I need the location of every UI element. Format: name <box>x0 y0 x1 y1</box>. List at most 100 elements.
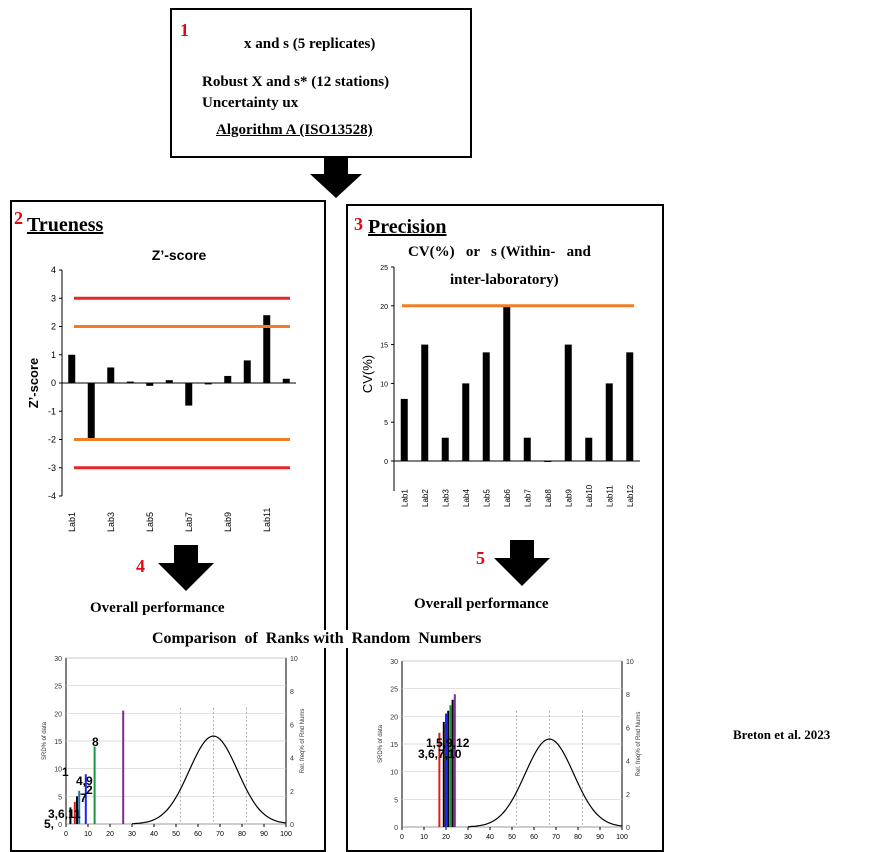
chart-title: Z’-score <box>152 247 207 263</box>
step-number-4: 4 <box>136 556 145 576</box>
x-tick-label: Lab9 <box>223 512 233 532</box>
x-tick-label: 50 <box>508 834 516 841</box>
input-line-1: x and s (5 replicates) <box>244 36 376 52</box>
y-tick-label: 3 <box>51 293 56 303</box>
y-tick-label-right: 2 <box>290 789 294 796</box>
x-tick-label: 60 <box>530 834 538 841</box>
x-tick-label: 100 <box>616 834 628 841</box>
x-tick-label: Lab9 <box>564 489 573 507</box>
y-tick-label-left: 15 <box>54 739 62 746</box>
y-tick-label-left: 30 <box>390 659 398 666</box>
input-box: 1 x and s (5 replicates) Robust X and s*… <box>170 8 472 158</box>
y-tick-label-left: 10 <box>54 767 62 774</box>
x-tick-label: Lab4 <box>462 489 471 507</box>
bar-lab8 <box>204 383 212 385</box>
y-axis-label-right: Rel. freq% of Rnd Nums <box>636 712 642 777</box>
y-tick-label-left: 25 <box>54 684 62 691</box>
cv-chart-title-2: inter-laboratory) <box>450 272 559 288</box>
x-tick-label: 90 <box>596 834 604 841</box>
y-tick-label-left: 10 <box>390 770 398 777</box>
y-axis-label: CV(%) <box>360 355 375 393</box>
x-tick-label: Lab3 <box>106 512 116 532</box>
x-tick-label: 0 <box>64 831 68 838</box>
bar-lab5 <box>146 383 154 386</box>
x-tick-label: Lab1 <box>400 489 409 507</box>
y-tick-label-right: 8 <box>626 692 630 699</box>
y-tick-label-right: 4 <box>626 759 630 766</box>
x-tick-label: 40 <box>486 834 494 841</box>
y-tick-label-left: 25 <box>390 687 398 694</box>
bar-lab10 <box>585 437 593 461</box>
x-tick-label: Lab6 <box>503 489 512 507</box>
bar-lab1 <box>68 354 76 383</box>
x-tick-label: 10 <box>420 834 428 841</box>
x-tick-label: 30 <box>128 831 136 838</box>
x-tick-label: 20 <box>106 831 114 838</box>
y-tick-label: 2 <box>51 322 56 332</box>
y-axis-label: Z’-score <box>26 358 41 409</box>
x-tick-label: 0 <box>400 834 404 841</box>
x-tick-label: 20 <box>442 834 450 841</box>
y-tick-label: 0 <box>384 459 388 466</box>
x-tick-label: Lab11 <box>262 508 272 532</box>
x-tick-label: Lab5 <box>482 489 491 507</box>
cv-chart-title-1: CV(%) or s (Within- and <box>408 244 591 260</box>
y-tick-label-left: 20 <box>390 714 398 721</box>
y-tick-label: 0 <box>51 378 56 388</box>
y-tick-label-left: 5 <box>394 797 398 804</box>
bar-label: 4,9 <box>76 774 93 788</box>
y-tick-label-right: 0 <box>626 825 630 832</box>
bar-lab2 <box>421 344 429 461</box>
bar-lab4 <box>126 381 134 383</box>
x-tick-label: 50 <box>172 831 180 838</box>
bar-lab6 <box>503 305 511 461</box>
input-line-2: Robust X and s* (12 stations) <box>202 74 390 90</box>
bar-lab9 <box>224 375 232 383</box>
x-tick-label: Lab2 <box>421 489 430 507</box>
bar-lab7 <box>185 383 193 406</box>
y-tick-label: 25 <box>380 265 388 272</box>
bar-lab12 <box>626 352 634 461</box>
y-axis-label-right: Rel. freq% of Rnd Nums <box>300 709 306 774</box>
x-tick-label: 100 <box>280 831 292 838</box>
y-tick-label-left: 0 <box>394 825 398 832</box>
bar-label: 5, <box>44 817 54 831</box>
input-line-4: Algorithm A (ISO13528) <box>216 122 373 138</box>
y-tick-label: 10 <box>380 381 388 388</box>
comparison-title: Comparison of Ranks with Random Numbers <box>150 630 484 648</box>
x-tick-label: Lab7 <box>523 489 532 507</box>
y-axis-label-left: SRD% of data <box>42 721 48 760</box>
y-tick-label-right: 6 <box>626 725 630 732</box>
y-tick-label: 15 <box>380 343 388 350</box>
cv-chart: 25 20 15 10 5 0 CV(%) Lab1 Lab2 Lab3 Lab4 Lab5 Lab6 L… <box>360 265 640 507</box>
bar-lab8 <box>544 461 552 462</box>
y-axis-label-left: SRD% of data <box>378 724 384 763</box>
citation: Breton et al. 2023 <box>733 727 831 742</box>
x-tick-label: Lab1 <box>67 512 77 532</box>
bar-label: 8 <box>92 735 99 749</box>
bar-label: 1 <box>62 765 69 779</box>
y-tick-label-right: 10 <box>626 659 634 666</box>
x-tick-label: 10 <box>84 831 92 838</box>
precision-title: Precision <box>368 216 447 238</box>
trueness-overall-label: Overall performance <box>90 600 225 616</box>
zscore-chart: Z’-score 4 3 2 1 0 -1 -2 -3 -4 Z’-score Lab1 Lab3 Lab… <box>26 247 296 532</box>
bar-lab5 <box>482 352 490 461</box>
x-tick-label: 70 <box>216 831 224 838</box>
x-tick-label: Lab3 <box>441 489 450 507</box>
x-tick-label: 80 <box>574 834 582 841</box>
bar-lab12 <box>282 378 290 383</box>
bar-label: 3,6,7,10 <box>418 747 462 761</box>
trueness-box <box>10 200 326 852</box>
bar-lab10 <box>243 360 251 383</box>
arrow-down-icon <box>310 158 362 198</box>
y-tick-label: -1 <box>48 406 56 416</box>
step-number-1: 1 <box>180 20 189 40</box>
x-tick-label: Lab10 <box>585 484 594 507</box>
y-tick-label: -3 <box>48 463 56 473</box>
step-number-3: 3 <box>354 214 363 234</box>
y-tick-label-right: 4 <box>290 756 294 763</box>
random-number-curve <box>131 735 287 825</box>
step-number-2: 2 <box>14 208 23 228</box>
